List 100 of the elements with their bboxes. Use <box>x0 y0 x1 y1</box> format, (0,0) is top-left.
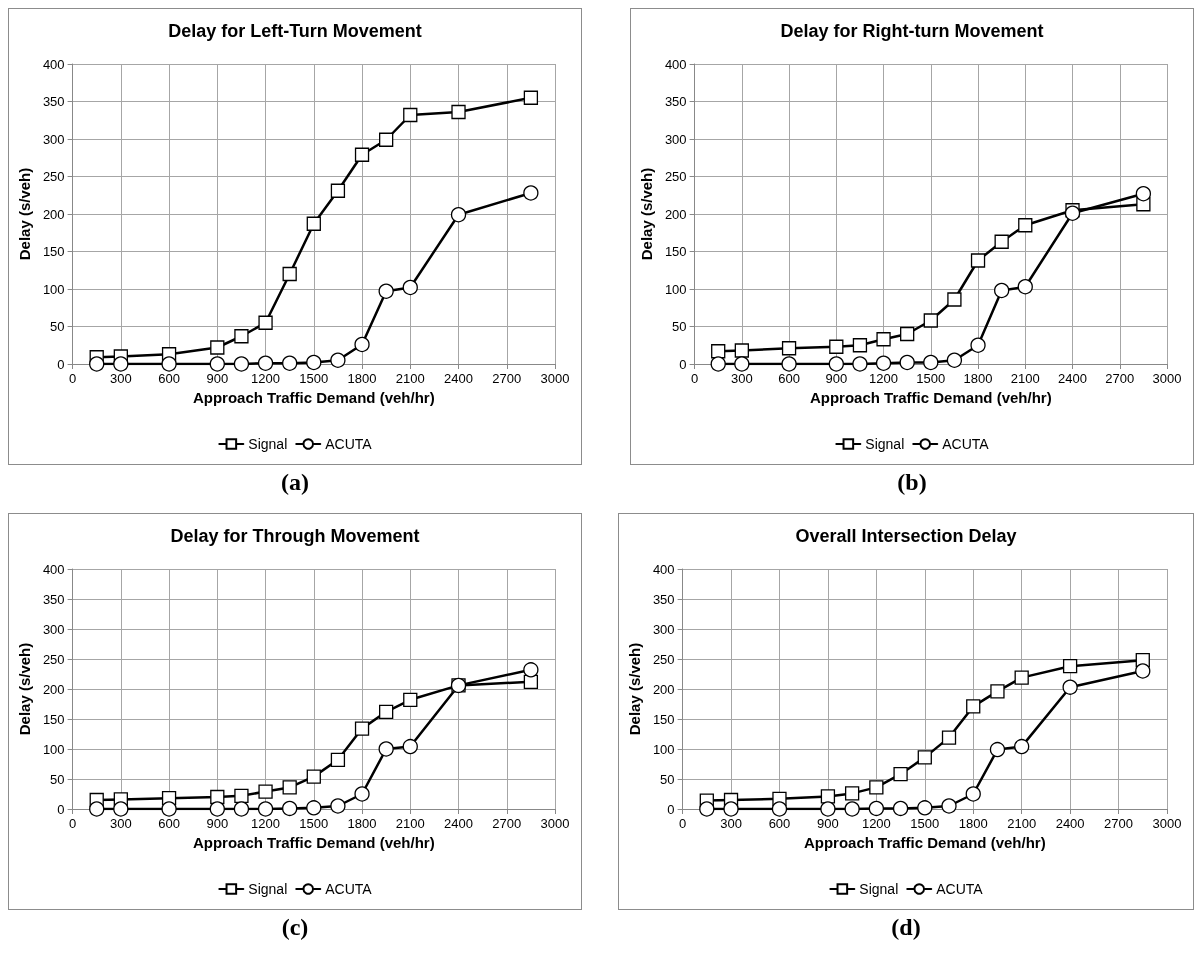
y-tick-label: 100 <box>42 741 65 757</box>
y-tick-label: 400 <box>664 56 687 72</box>
x-tick-label: 1800 <box>958 816 988 831</box>
text: (b) <box>896 469 928 496</box>
x-tick-label: 900 <box>206 816 229 831</box>
x-tick-label: 900 <box>206 371 229 386</box>
y-tick-label: 50 <box>672 319 687 334</box>
y-tick-label: 150 <box>42 244 65 259</box>
x-tick-label: 2100 <box>1010 371 1040 386</box>
y-axis-title: Delay (s/veh) <box>16 642 33 736</box>
legend-label: ACUTA <box>325 881 373 897</box>
x-tick-label: 300 <box>109 371 132 386</box>
y-tick-label: 250 <box>664 169 687 184</box>
legend-label: Signal <box>248 881 288 897</box>
y-tick-label: 300 <box>652 621 675 637</box>
x-tick-label: 3000 <box>1152 816 1182 831</box>
y-tick-label: 100 <box>664 281 687 297</box>
text: (c) <box>280 914 310 941</box>
x-tick-label: 2400 <box>1058 371 1087 386</box>
x-tick-label: 2400 <box>444 371 473 386</box>
x-tick-label: 0 <box>68 816 77 831</box>
x-tick-label: 2700 <box>1105 371 1135 386</box>
legend-label: ACUTA <box>325 436 373 452</box>
x-tick-label: 2700 <box>1104 816 1134 831</box>
y-tick-label: 400 <box>42 56 65 72</box>
y-tick-label: 150 <box>664 244 687 259</box>
y-tick-label: 200 <box>652 681 675 697</box>
y-tick-label: 50 <box>50 771 65 787</box>
y-tick-label: 400 <box>42 561 65 577</box>
x-tick-label: 2100 <box>1007 816 1037 831</box>
legend-label: Signal <box>248 436 288 452</box>
x-tick-label: 2700 <box>492 371 522 386</box>
y-tick-label: 200 <box>664 206 687 222</box>
chart-title: Delay for Right-turn Movement <box>780 21 1044 41</box>
x-tick-label: 900 <box>825 371 848 386</box>
y-tick-label: 100 <box>42 281 65 297</box>
x-tick-label: 1800 <box>347 371 377 386</box>
x-tick-label: 600 <box>778 371 800 386</box>
x-tick-label: 600 <box>158 816 180 831</box>
y-tick-label: 50 <box>660 771 675 787</box>
x-axis-title: Approach Traffic Demand (veh/hr) <box>803 834 1046 851</box>
x-tick-label: 1200 <box>869 371 899 386</box>
x-tick-label: 1200 <box>861 816 891 831</box>
text: (a) <box>280 469 310 496</box>
x-axis-title: Approach Traffic Demand (veh/hr) <box>192 389 435 406</box>
chart-title: Delay for Through Movement <box>170 526 420 546</box>
y-tick-label: 400 <box>652 561 675 577</box>
x-tick-label: 2400 <box>1055 816 1085 831</box>
legend-label: ACUTA <box>942 436 990 452</box>
x-tick-label: 2100 <box>395 816 425 831</box>
x-tick-label: 600 <box>768 816 791 831</box>
x-tick-label: 0 <box>68 371 77 386</box>
x-tick-label: 3000 <box>540 371 570 386</box>
x-tick-label: 1200 <box>251 371 281 386</box>
y-tick-label: 100 <box>652 741 675 757</box>
x-tick-label: 1800 <box>347 816 377 831</box>
legend-label: Signal <box>865 436 905 452</box>
x-tick-label: 2100 <box>395 371 425 386</box>
y-tick-label: 150 <box>42 711 65 727</box>
y-tick-label: 250 <box>42 169 65 184</box>
y-tick-label: 350 <box>42 591 65 607</box>
y-tick-label: 0 <box>57 356 65 372</box>
text: (d) <box>890 914 922 941</box>
y-tick-label: 300 <box>42 621 65 637</box>
x-axis-title: Approach Traffic Demand (veh/hr) <box>809 389 1052 406</box>
y-tick-label: 250 <box>652 651 675 667</box>
x-axis-title: Approach Traffic Demand (veh/hr) <box>192 834 435 851</box>
y-tick-label: 300 <box>664 131 687 147</box>
x-tick-label: 1500 <box>916 371 946 386</box>
y-tick-label: 250 <box>42 651 65 667</box>
y-tick-label: 200 <box>42 206 65 222</box>
x-tick-label: 1500 <box>299 816 329 831</box>
x-tick-label: 300 <box>109 816 132 831</box>
x-tick-label: 900 <box>817 816 839 831</box>
y-tick-label: 200 <box>42 681 65 697</box>
x-tick-label: 1500 <box>299 371 329 386</box>
x-tick-label: 1800 <box>963 371 993 386</box>
x-tick-label: 2400 <box>444 816 473 831</box>
y-tick-label: 350 <box>42 94 65 109</box>
y-tick-label: 350 <box>664 94 687 109</box>
y-tick-label: 0 <box>667 801 675 817</box>
y-tick-label: 0 <box>57 801 65 817</box>
y-tick-label: 150 <box>652 711 675 727</box>
x-tick-label: 300 <box>720 816 742 831</box>
chart-title: Overall Intersection Delay <box>795 526 1017 546</box>
legend-label: ACUTA <box>936 881 984 897</box>
x-tick-label: 0 <box>690 371 699 386</box>
x-tick-label: 300 <box>730 371 753 386</box>
chart-title: Delay for Left-Turn Movement <box>168 21 422 41</box>
x-tick-label: 1200 <box>251 816 281 831</box>
x-tick-label: 1500 <box>910 816 940 831</box>
y-tick-label: 0 <box>679 356 687 372</box>
y-tick-label: 350 <box>652 591 675 607</box>
legend-label: Signal <box>859 881 899 897</box>
y-axis-title: Delay (s/veh) <box>638 167 655 261</box>
y-tick-label: 300 <box>42 131 65 147</box>
x-tick-label: 600 <box>158 371 180 386</box>
x-tick-label: 2700 <box>492 816 522 831</box>
x-tick-label: 3000 <box>1152 371 1182 386</box>
y-tick-label: 50 <box>50 319 65 334</box>
